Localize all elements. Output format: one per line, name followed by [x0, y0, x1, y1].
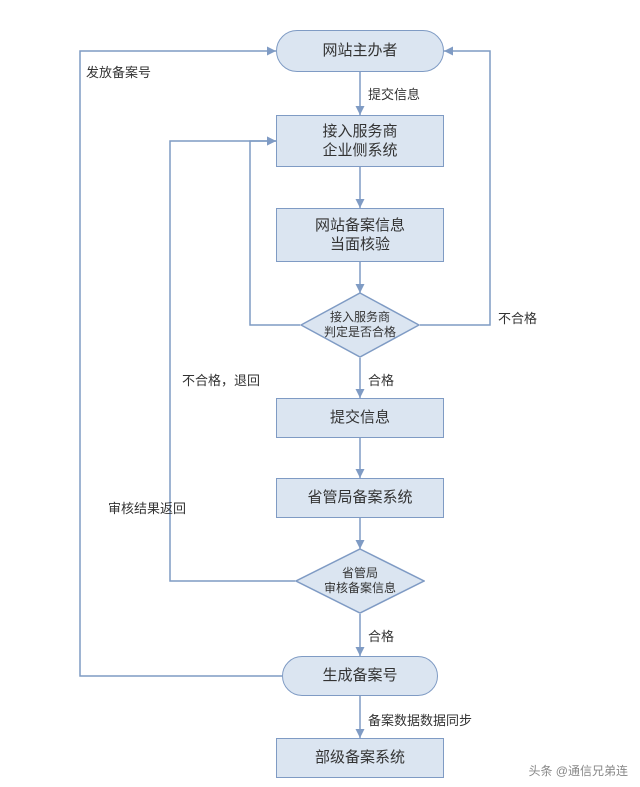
node-n4: 提交信息: [276, 398, 444, 438]
edge: [420, 51, 490, 325]
node-n5: 省管局备案系统: [276, 478, 444, 518]
edge-label-l_review: 审核结果返回: [108, 498, 186, 517]
watermark: 头条 @通信兄弟连: [528, 762, 628, 779]
edge-label-l_fail_ret: 不合格，退回: [182, 370, 260, 389]
node-n3: 网站备案信息当面核验: [276, 208, 444, 262]
node-n7: 部级备案系统: [276, 738, 444, 778]
node-n2: 接入服务商企业侧系统: [276, 115, 444, 167]
decision-label: 接入服务商判定是否合格: [300, 292, 420, 358]
edge-label-l_pass1: 合格: [368, 370, 394, 389]
decision-d2: 省管局审核备案信息: [295, 548, 425, 614]
edge-label-l_submit: 提交信息: [368, 84, 420, 103]
flowchart-canvas: 网站主办者接入服务商企业侧系统网站备案信息当面核验接入服务商判定是否合格提交信息…: [0, 0, 640, 787]
node-n1: 网站主办者: [276, 30, 444, 72]
node-n6: 生成备案号: [282, 656, 438, 696]
edge-label-l_pass2: 合格: [368, 626, 394, 645]
edge-label-l_fail_r: 不合格: [498, 308, 537, 327]
edge-label-l_sync: 备案数据数据同步: [368, 710, 472, 729]
decision-label: 省管局审核备案信息: [295, 548, 425, 614]
decision-d1: 接入服务商判定是否合格: [300, 292, 420, 358]
edge: [80, 51, 282, 676]
edge-label-l_issue: 发放备案号: [86, 62, 151, 81]
